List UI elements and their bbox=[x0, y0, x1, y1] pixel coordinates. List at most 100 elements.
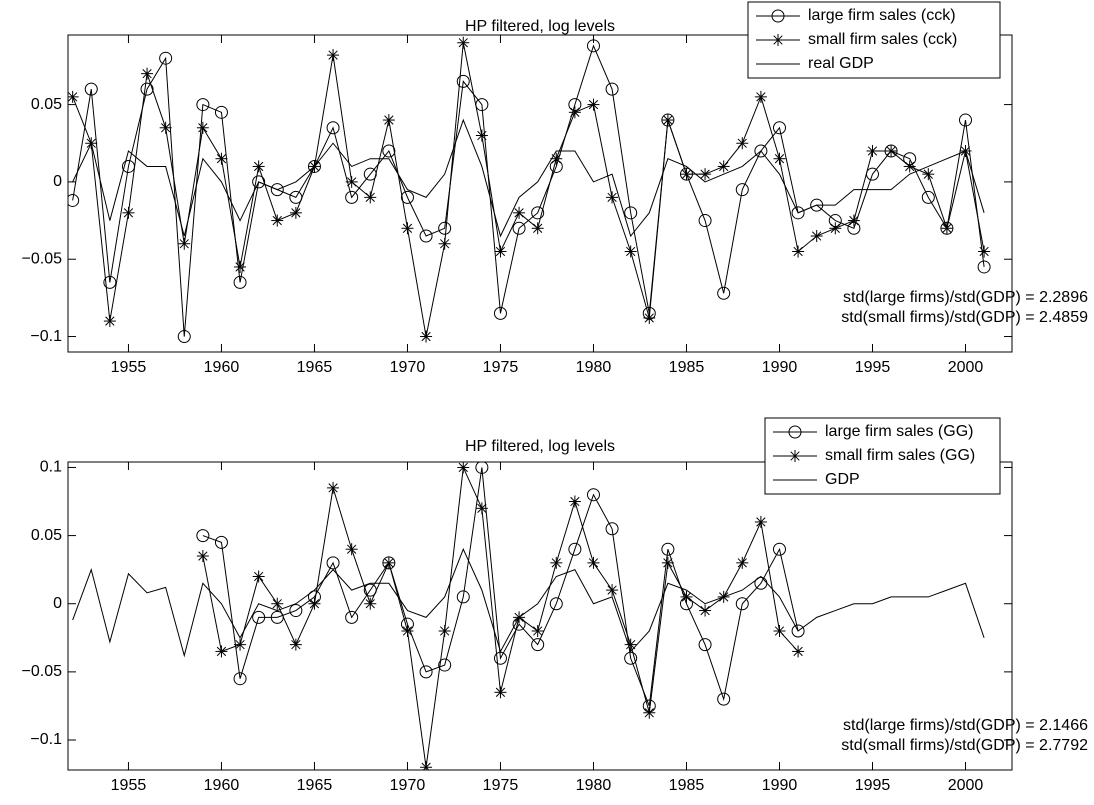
marker-circle bbox=[921, 190, 935, 204]
marker-star bbox=[382, 556, 395, 569]
marker-circle bbox=[233, 672, 247, 686]
marker-stroke bbox=[644, 313, 654, 323]
x-tick-label: 1980 bbox=[576, 359, 612, 376]
marker-star bbox=[773, 152, 786, 165]
x-tick-label: 1965 bbox=[297, 777, 333, 794]
marker-circle bbox=[103, 275, 117, 289]
marker-stroke bbox=[347, 177, 357, 187]
marker-star bbox=[568, 106, 581, 119]
marker-circle bbox=[252, 175, 266, 189]
marker-stroke bbox=[495, 246, 506, 257]
marker-star bbox=[789, 450, 801, 462]
x-tick-label: 1995 bbox=[855, 359, 891, 376]
marker-stroke bbox=[421, 331, 431, 342]
marker-stroke bbox=[737, 558, 747, 568]
marker-stroke bbox=[551, 154, 561, 164]
marker-stroke bbox=[533, 626, 543, 636]
marker-star bbox=[680, 590, 693, 603]
marker-star bbox=[196, 550, 209, 563]
marker-stroke bbox=[756, 92, 766, 102]
marker-circle bbox=[159, 51, 173, 65]
marker-star bbox=[234, 260, 247, 273]
marker-stroke bbox=[790, 451, 800, 461]
y-tick-label: 0 bbox=[53, 595, 62, 612]
series-line bbox=[72, 547, 985, 658]
x-tick-label: 1965 bbox=[297, 359, 333, 376]
marker-stroke bbox=[700, 605, 710, 616]
marker-star bbox=[680, 168, 693, 181]
y-tick-label: −0.1 bbox=[30, 731, 62, 748]
marker-circle bbox=[345, 610, 359, 624]
marker-circle bbox=[289, 604, 303, 618]
marker-stroke bbox=[774, 626, 785, 636]
marker-circle bbox=[493, 306, 507, 320]
marker-stroke bbox=[626, 246, 636, 257]
marker-circle bbox=[754, 144, 768, 158]
marker-stroke bbox=[365, 192, 375, 203]
marker-stroke bbox=[216, 646, 227, 657]
marker-circle bbox=[196, 529, 210, 543]
marker-star bbox=[513, 206, 526, 219]
marker-star bbox=[587, 98, 600, 111]
x-tick-label: 1955 bbox=[111, 777, 147, 794]
marker-stroke bbox=[793, 246, 803, 257]
axes-frame bbox=[67, 461, 1013, 771]
marker-star bbox=[903, 160, 916, 173]
marker-circle bbox=[791, 206, 805, 220]
marker-circle bbox=[735, 597, 749, 611]
marker-star bbox=[345, 175, 358, 188]
marker-star bbox=[792, 245, 805, 258]
marker-stroke bbox=[422, 762, 431, 770]
marker-star bbox=[717, 160, 730, 173]
marker-circle bbox=[214, 105, 228, 119]
marker-star bbox=[438, 624, 451, 637]
marker-star bbox=[531, 624, 544, 637]
marker-stroke bbox=[179, 239, 189, 249]
marker-circle bbox=[549, 597, 563, 611]
series-line bbox=[72, 42, 985, 337]
x-tick-label: 2000 bbox=[948, 359, 984, 376]
marker-stroke bbox=[979, 246, 989, 257]
marker-stroke bbox=[495, 687, 506, 697]
marker-stroke bbox=[291, 208, 301, 218]
marker-stroke bbox=[607, 192, 617, 203]
marker-star bbox=[215, 152, 228, 165]
marker-circle bbox=[568, 542, 582, 556]
marker-stroke bbox=[793, 646, 803, 657]
axes-frame bbox=[67, 34, 1013, 353]
marker-star bbox=[420, 330, 433, 343]
marker-stroke bbox=[514, 208, 524, 218]
marker-stroke bbox=[347, 544, 357, 554]
marker-circle bbox=[586, 488, 600, 502]
marker-stroke bbox=[328, 50, 338, 60]
legend-label: GDP bbox=[825, 471, 860, 488]
marker-star bbox=[531, 222, 544, 235]
marker-circle bbox=[456, 590, 470, 604]
legend-label: small firm sales (GG) bbox=[825, 447, 975, 464]
x-tick-label: 1975 bbox=[483, 777, 519, 794]
marker-stroke bbox=[626, 639, 636, 650]
marker-circle bbox=[196, 98, 210, 112]
marker-star bbox=[661, 556, 674, 569]
marker-star bbox=[699, 168, 712, 181]
marker-star bbox=[847, 214, 860, 227]
legend-label: small firm sales (cck) bbox=[808, 31, 957, 48]
marker-star bbox=[772, 34, 784, 46]
marker-stroke bbox=[328, 483, 338, 493]
marker-stroke bbox=[105, 316, 115, 326]
marker-star bbox=[103, 315, 116, 328]
marker-star bbox=[624, 245, 637, 258]
marker-stroke bbox=[830, 223, 840, 233]
annotation: std(small firms)/std(GDP) = 2.7792 bbox=[841, 737, 1088, 754]
marker-stroke bbox=[923, 169, 933, 179]
legend-label: large firm sales (cck) bbox=[808, 7, 956, 24]
marker-stroke bbox=[123, 208, 134, 218]
marker-star bbox=[122, 206, 135, 219]
chart-title: HP filtered, log levels bbox=[465, 438, 615, 455]
legend-label: large firm sales (GG) bbox=[825, 423, 973, 440]
marker-star bbox=[810, 230, 823, 243]
series bbox=[72, 547, 985, 658]
marker-star bbox=[792, 645, 805, 658]
marker-circle bbox=[791, 624, 805, 638]
marker-circle bbox=[326, 556, 340, 570]
